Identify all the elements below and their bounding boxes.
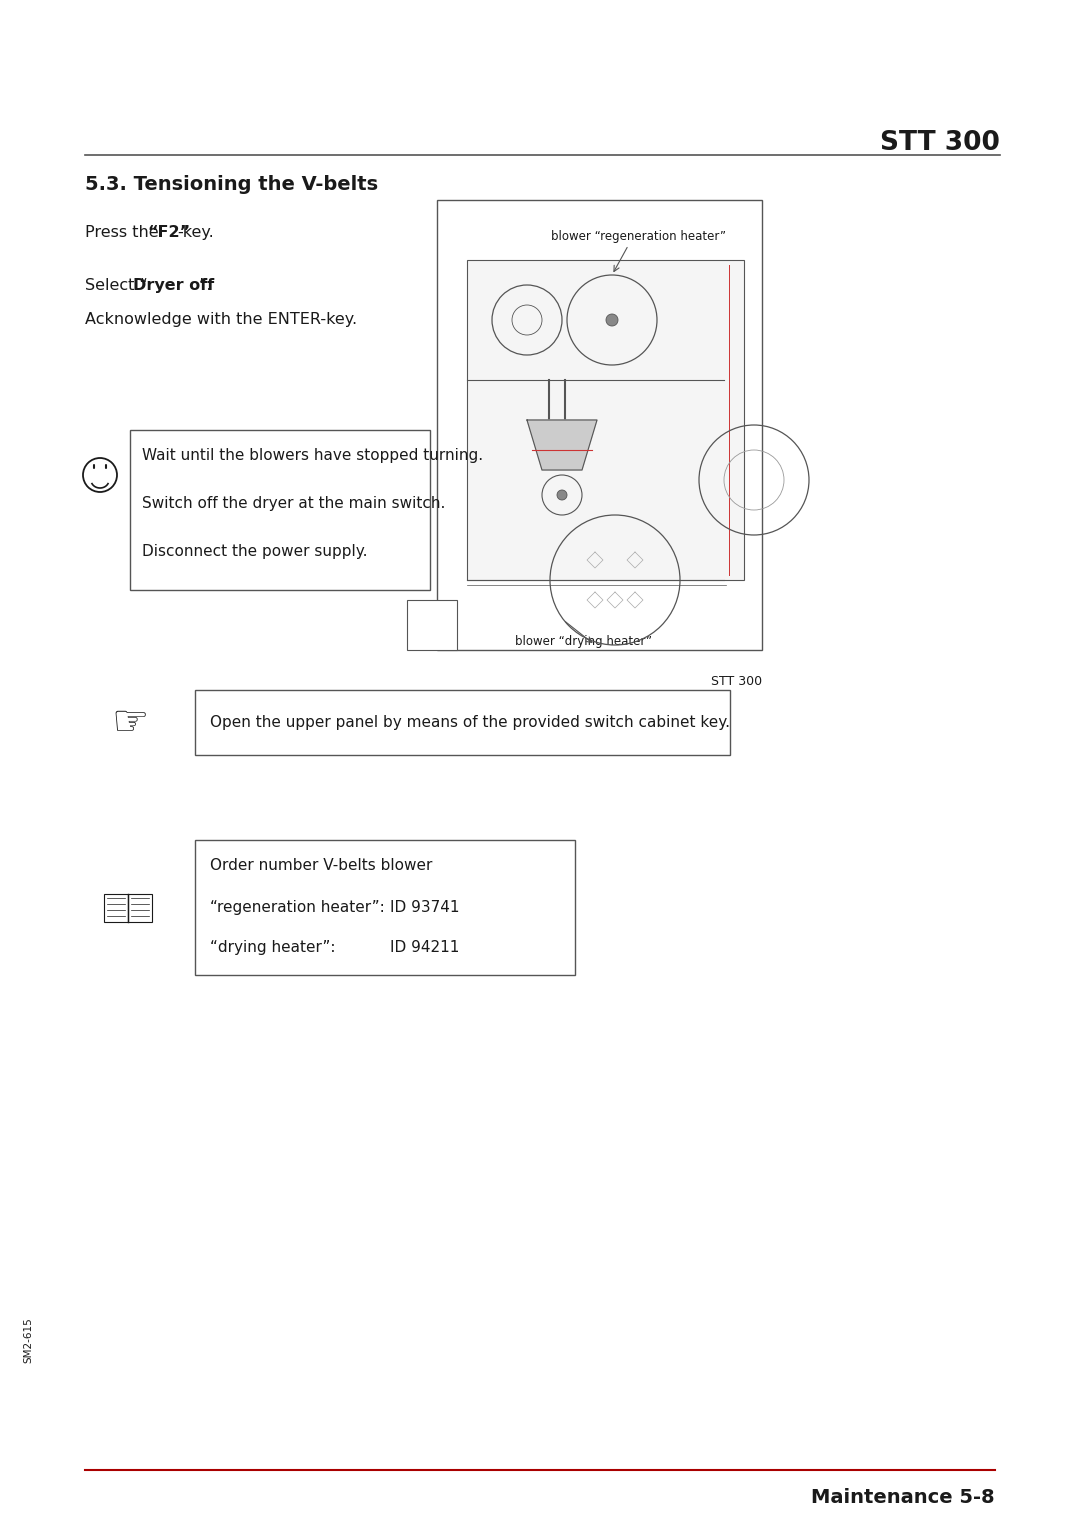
Text: 5.3. Tensioning the V-belts: 5.3. Tensioning the V-belts	[85, 175, 378, 194]
Text: Press the: Press the	[85, 226, 164, 239]
Text: ☞: ☞	[111, 702, 149, 744]
Text: Wait until the blowers have stopped turning.: Wait until the blowers have stopped turn…	[141, 448, 483, 464]
Text: STT 300: STT 300	[711, 676, 762, 688]
Bar	[407, 599, 457, 650]
Text: ID 94211: ID 94211	[390, 939, 459, 955]
Text: STT 300: STT 300	[880, 130, 1000, 156]
Text: “regeneration heater”:: “regeneration heater”:	[210, 900, 384, 915]
Text: SM2-615: SM2-615	[23, 1318, 33, 1363]
Text: -key.: -key.	[177, 226, 214, 239]
Circle shape	[557, 490, 567, 500]
Text: Acknowledge with the ENTER-key.: Acknowledge with the ENTER-key.	[85, 313, 357, 326]
Bar	[130, 430, 430, 590]
Text: Switch off the dryer at the main switch.: Switch off the dryer at the main switch.	[141, 496, 445, 511]
Bar	[195, 840, 575, 974]
Circle shape	[606, 314, 618, 326]
Text: “F2”: “F2”	[147, 226, 190, 239]
Text: ”.: ”.	[199, 278, 213, 293]
Polygon shape	[527, 419, 597, 470]
Bar	[467, 259, 744, 580]
Text: ID 93741: ID 93741	[390, 900, 459, 915]
Text: Maintenance 5-8: Maintenance 5-8	[811, 1488, 995, 1507]
Text: Disconnect the power supply.: Disconnect the power supply.	[141, 544, 367, 560]
Text: blower “drying heater”: blower “drying heater”	[515, 634, 651, 648]
Bar	[104, 894, 129, 921]
Bar	[129, 894, 152, 921]
Bar	[195, 689, 730, 755]
Text: blower “regeneration heater”: blower “regeneration heater”	[551, 230, 726, 242]
Text: “drying heater”:: “drying heater”:	[210, 939, 336, 955]
Text: Dryer off: Dryer off	[133, 278, 214, 293]
Text: Order number V-belts blower: Order number V-belts blower	[210, 859, 432, 872]
Text: Select “: Select “	[85, 278, 148, 293]
Text: Open the upper panel by means of the provided switch cabinet key.: Open the upper panel by means of the pro…	[210, 715, 730, 730]
Bar	[437, 200, 762, 650]
